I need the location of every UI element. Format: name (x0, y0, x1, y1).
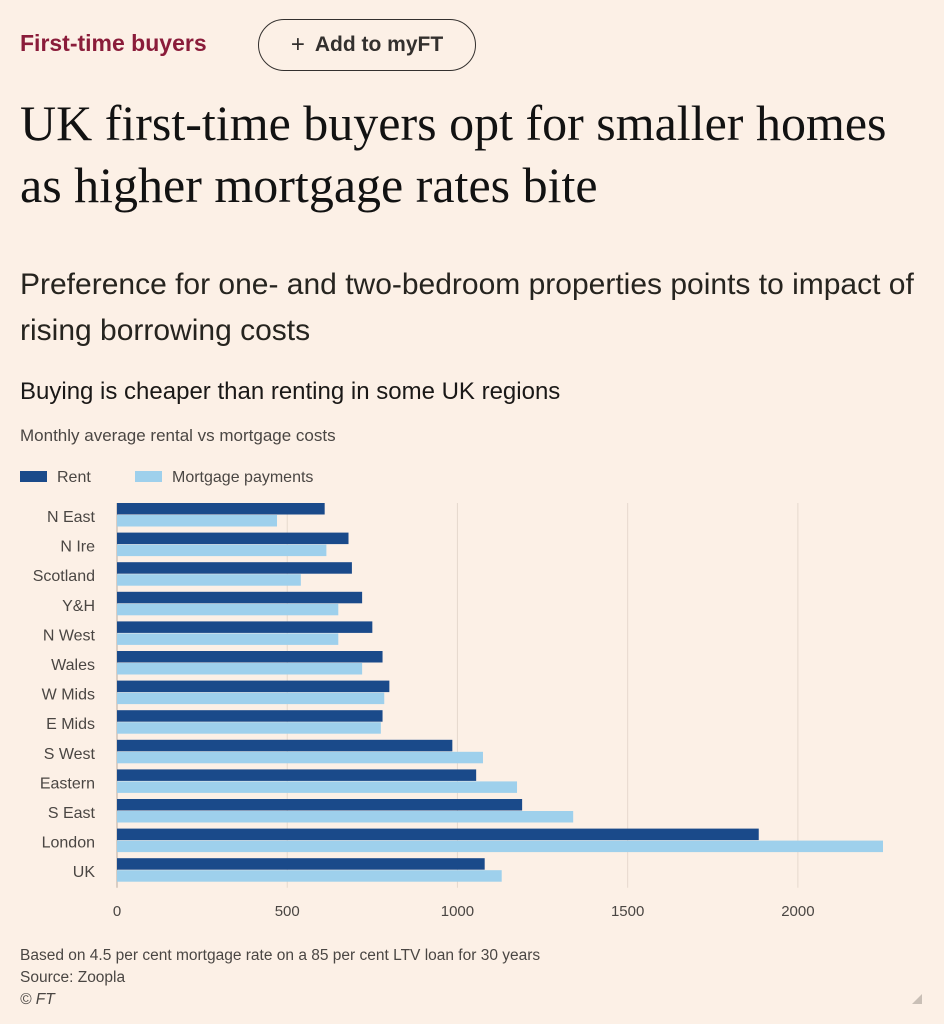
rent-bar (117, 651, 383, 663)
category-label: N West (43, 627, 96, 644)
x-tick-label: 1500 (611, 903, 644, 920)
chart-footer: Based on 4.5 per cent mortgage rate on a… (20, 945, 540, 1011)
x-tick-label: 500 (275, 903, 300, 920)
rent-bar (117, 739, 453, 752)
legend-label: Rent (57, 469, 91, 486)
resize-handle-icon (912, 994, 922, 1004)
legend-swatch (135, 471, 162, 482)
add-to-myft-label: Add to myFT (314, 33, 444, 56)
topic-link[interactable]: First-time buyers (20, 30, 207, 56)
category-label: N Ire (60, 539, 95, 556)
x-tick-label: 2000 (781, 903, 814, 920)
chart-title: Buying is cheaper than renting in some U… (20, 378, 561, 405)
headline: UK first-time buyers opt for smaller hom… (20, 95, 887, 213)
plus-icon: + (290, 31, 305, 58)
mortgage-bar (117, 515, 278, 527)
category-label: S West (44, 746, 96, 763)
category-label: S East (48, 805, 96, 822)
rent-bar (117, 562, 352, 574)
rent-bar (117, 769, 477, 781)
mortgage-bar (117, 751, 483, 764)
add-to-myft-button[interactable]: + Add to myFT (258, 19, 476, 71)
rent-bar (117, 858, 485, 870)
category-label: Eastern (40, 775, 95, 792)
category-label: E Mids (46, 716, 95, 733)
legend-label: Mortgage payments (172, 469, 313, 486)
category-label: Wales (51, 657, 95, 674)
legend-swatch (20, 471, 47, 482)
mortgage-bar (117, 811, 574, 823)
rent-bar (117, 710, 383, 722)
copyright-text: © FT (20, 991, 55, 1008)
mortgage-bar (117, 692, 385, 705)
rent-bar (117, 591, 363, 604)
mortgage-bar (117, 722, 381, 734)
mortgage-bar (117, 870, 502, 882)
mortgage-bar (117, 574, 301, 586)
category-label: Y&H (62, 598, 95, 615)
mortgage-bar (117, 633, 339, 645)
rent-bar (117, 799, 523, 811)
mortgage-bar (117, 663, 363, 675)
category-label: UK (73, 864, 96, 881)
rent-bar (117, 532, 349, 545)
category-label: Scotland (33, 568, 95, 585)
category-label: W Mids (42, 687, 95, 704)
mortgage-bar (117, 840, 883, 853)
rent-bar (117, 503, 325, 515)
mortgage-bar (117, 544, 327, 557)
bar-chart: 0 500 1000 1500 2000 Rent Mortgage payments N E… (20, 469, 883, 920)
chart-subtitle: Monthly average rental vs mortgage costs (20, 426, 336, 445)
category-label: N East (47, 509, 96, 526)
standfirst: Preference for one- and two-bedroom prop… (20, 268, 914, 347)
rent-bar (117, 680, 390, 693)
x-tick-label: 1000 (441, 903, 474, 920)
mortgage-bar (117, 603, 339, 616)
category-label: London (42, 835, 95, 852)
x-tick-label: 0 (113, 903, 121, 920)
rent-bar (117, 621, 373, 633)
rent-bar (117, 828, 759, 841)
footnote: Based on 4.5 per cent mortgage rate on a… (20, 947, 541, 964)
source-text: Source: Zoopla (20, 969, 126, 986)
mortgage-bar (117, 781, 518, 793)
